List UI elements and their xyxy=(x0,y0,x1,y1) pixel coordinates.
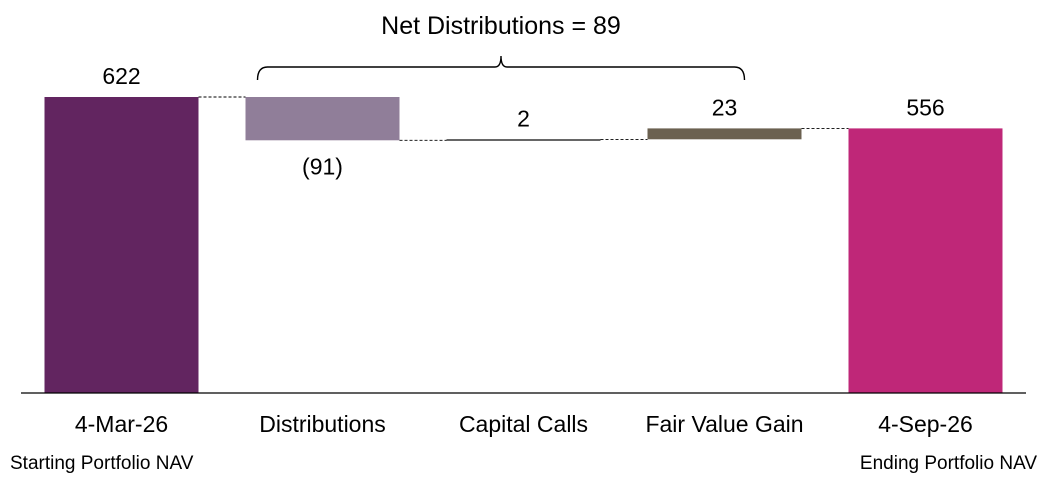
category-label-0: 4-Mar-26 xyxy=(75,411,168,437)
bar-4 xyxy=(848,128,1003,393)
bar-3 xyxy=(647,128,802,140)
category-sublabel-4: Ending Portfolio NAV xyxy=(860,453,1037,474)
category-label-3: Fair Value Gain xyxy=(645,411,803,437)
category-labels: 4-Mar-26 Starting Portfolio NAV Distributi… xyxy=(10,411,1037,474)
bar-0 xyxy=(44,97,199,393)
connector-lines xyxy=(198,96,849,141)
bar-1 xyxy=(245,97,400,141)
bars xyxy=(44,97,1003,393)
value-label-3: 23 xyxy=(712,94,738,120)
category-label-2: Capital Calls xyxy=(459,411,588,437)
category-label-1: Distributions xyxy=(259,411,386,437)
category-sublabel-0: Starting Portfolio NAV xyxy=(10,453,194,474)
bar-2 xyxy=(446,139,601,141)
value-label-1: (91) xyxy=(302,153,343,179)
value-label-2: 2 xyxy=(517,105,530,131)
value-labels: 622 (91) 2 23 556 xyxy=(102,63,944,179)
annotation-label: Net Distributions = 89 xyxy=(381,12,621,40)
category-label-4: 4-Sep-26 xyxy=(878,411,973,437)
net-distributions-annotation: Net Distributions = 89 xyxy=(256,12,746,81)
value-label-4: 556 xyxy=(906,94,944,120)
value-label-0: 622 xyxy=(102,63,140,89)
annotation-bracket xyxy=(256,55,746,81)
